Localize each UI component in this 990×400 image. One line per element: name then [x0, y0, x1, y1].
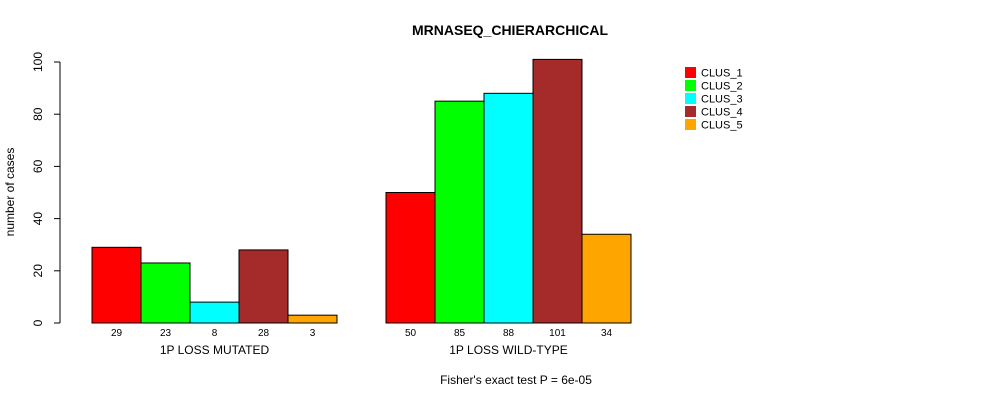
bar-count-label: 29 — [111, 328, 123, 339]
bar-count-label: 23 — [160, 328, 172, 339]
fisher-test-footnote: Fisher's exact test P = 6e-05 — [440, 373, 592, 387]
bar-clus1-group2 — [385, 192, 436, 324]
bar-clus1-group1 — [91, 246, 142, 324]
bar-clus3-group1 — [189, 301, 240, 324]
legend-swatch — [685, 80, 696, 91]
bar-clus3-group2 — [483, 92, 534, 324]
legend-swatch — [685, 106, 696, 117]
y-axis-label: number of cases — [3, 148, 17, 237]
bar-count-label: 101 — [549, 328, 566, 339]
y-tick-label: 60 — [31, 159, 45, 173]
bar-clus5-group1 — [287, 314, 338, 324]
group-label: 1P LOSS MUTATED — [160, 343, 270, 357]
legend-swatch — [685, 119, 696, 130]
bar-clus4-group2 — [532, 58, 583, 324]
group-labels: 1P LOSS MUTATED 1P LOSS WILD-TYPE — [160, 343, 568, 357]
y-tick-label: 20 — [31, 264, 45, 278]
bar-count-label: 85 — [454, 328, 466, 339]
y-tick-label: 80 — [31, 107, 45, 121]
legend-label: CLUS_3 — [701, 94, 743, 106]
legend-label: CLUS_2 — [701, 81, 743, 93]
y-tick-label: 0 — [31, 319, 45, 326]
bar-count-label: 28 — [258, 328, 270, 339]
y-tick-label: 100 — [31, 52, 45, 72]
bar-clus2-group2 — [434, 100, 485, 324]
legend-label: CLUS_1 — [701, 68, 743, 80]
group-label: 1P LOSS WILD-TYPE — [449, 343, 567, 357]
bar-count-label: 50 — [405, 328, 417, 339]
chart-title: MRNASEQ_CHIERARCHICAL — [412, 22, 608, 38]
y-axis: 0 20 40 60 80 100 — [31, 52, 61, 326]
legend-label: CLUS_4 — [701, 107, 743, 119]
bars: 29 23 8 28 3 50 85 88 101 34 — [91, 58, 632, 339]
bar-count-label: 88 — [503, 328, 515, 339]
bar-clus4-group1 — [238, 249, 289, 324]
bar-count-label: 3 — [310, 328, 316, 339]
bar-count-label: 34 — [601, 328, 613, 339]
legend-swatch — [685, 67, 696, 78]
bar-clus5-group2 — [581, 233, 632, 324]
legend-label: CLUS_5 — [701, 120, 743, 132]
legend-swatch — [685, 93, 696, 104]
bar-count-label: 8 — [212, 328, 218, 339]
y-tick-label: 40 — [31, 212, 45, 226]
bar-clus2-group1 — [140, 262, 191, 324]
